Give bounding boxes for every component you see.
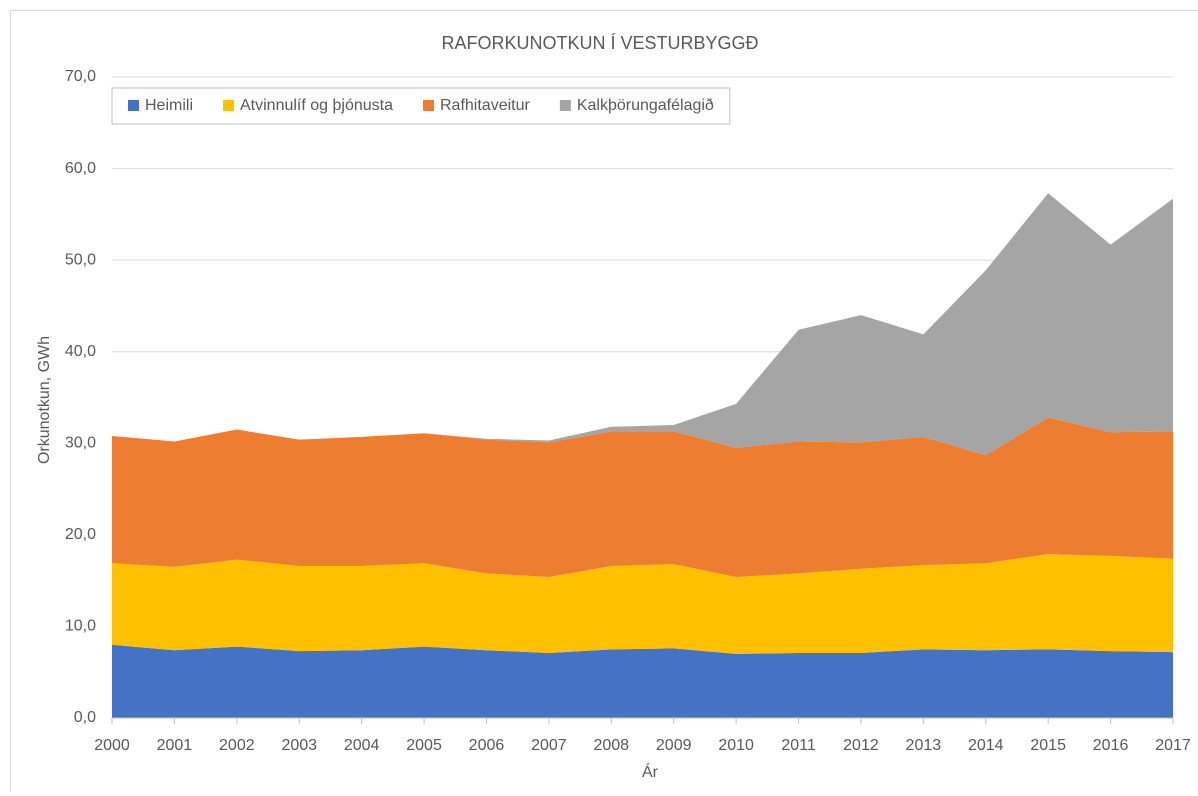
- area: [112, 417, 1173, 577]
- x-axis-label: Ár: [642, 762, 659, 781]
- x-tick-label: 2003: [281, 737, 317, 754]
- y-axis-label: Orkunotkun, GWh: [36, 336, 53, 464]
- x-tick-label: 2010: [718, 737, 754, 754]
- x-tick-label: 2013: [906, 737, 942, 754]
- y-tick-label: 0,0: [74, 709, 96, 726]
- x-tick-label: 2008: [593, 737, 629, 754]
- y-tick-label: 30,0: [65, 435, 96, 452]
- legend-swatch: [223, 100, 234, 111]
- x-tick-label: 2016: [1093, 737, 1129, 754]
- legend-swatch: [423, 100, 434, 111]
- x-tick-label: 2012: [843, 737, 879, 754]
- y-tick-label: 20,0: [65, 526, 96, 543]
- area: [112, 193, 1173, 456]
- y-tick-label: 10,0: [65, 618, 96, 635]
- y-tick-label: 70,0: [65, 68, 96, 85]
- legend: Heimili Atvinnulíf og þjónusta Rafhitaveit…: [111, 87, 731, 125]
- x-tick-label: 2004: [344, 737, 380, 754]
- legend-label: Heimili: [145, 97, 193, 114]
- x-tick-label: 2001: [157, 737, 193, 754]
- x-tick-label: 2009: [656, 737, 692, 754]
- chart-title: RAFORKUNOTKUN Í VESTURBYGGÐ: [441, 33, 758, 53]
- x-tick-label: 2015: [1030, 737, 1066, 754]
- legend-label: Rafhitaveitur: [440, 97, 530, 114]
- y-tick-label: 50,0: [65, 251, 96, 268]
- legend-box: [111, 87, 731, 125]
- x-tick-label: 2005: [406, 737, 442, 754]
- area: [112, 554, 1173, 654]
- y-tick-label: 40,0: [65, 343, 96, 360]
- x-tick-label: 2017: [1155, 737, 1191, 754]
- x-tick-label: 2006: [469, 737, 505, 754]
- x-tick-label: 2007: [531, 737, 567, 754]
- y-tick-label: 60,0: [65, 160, 96, 177]
- x-tick-label: 2002: [219, 737, 255, 754]
- legend-swatch: [128, 100, 139, 111]
- legend-label: Atvinnulíf og þjónusta: [240, 97, 393, 114]
- x-tick-label: 2011: [781, 737, 816, 754]
- x-tick-label: 2014: [968, 737, 1004, 754]
- x-tick-label: 2000: [94, 737, 130, 754]
- legend-label: Kalkþörungafélagið: [577, 97, 714, 114]
- area: [112, 644, 1173, 718]
- legend-swatch: [559, 100, 571, 111]
